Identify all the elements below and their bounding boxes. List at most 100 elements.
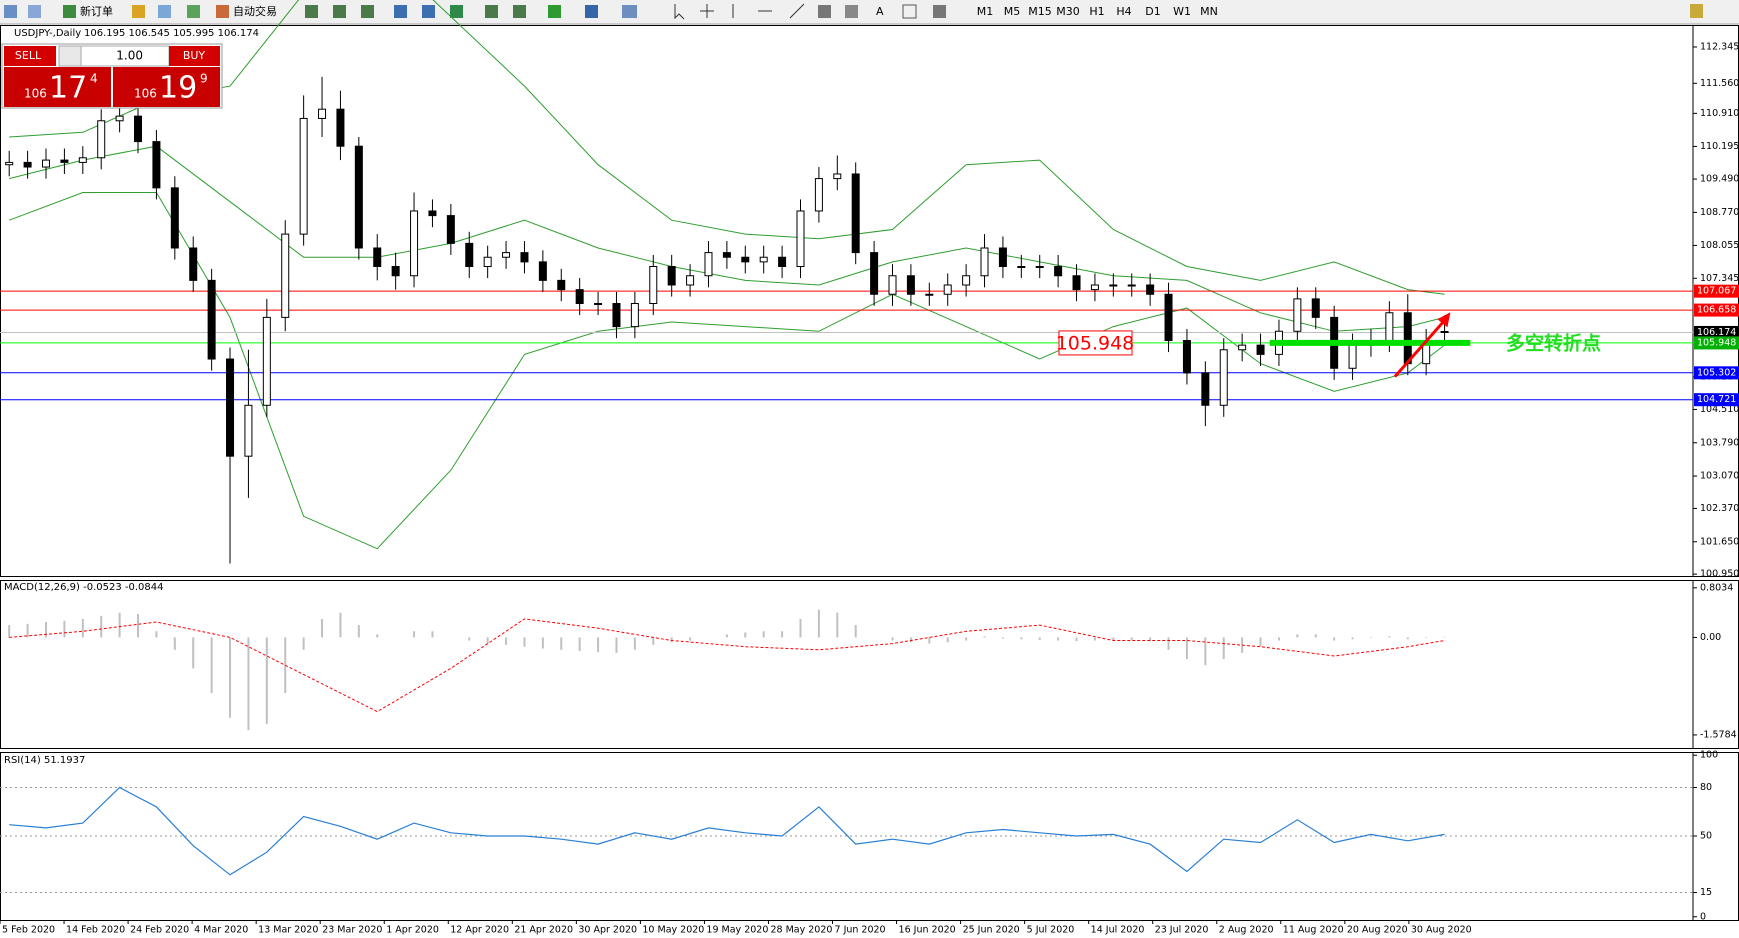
candle-body xyxy=(115,115,124,122)
icon[interactable] xyxy=(394,5,407,18)
y-tick-label: 101.650 xyxy=(1700,536,1739,547)
icon[interactable] xyxy=(845,5,858,18)
icon[interactable] xyxy=(333,5,346,18)
icon[interactable] xyxy=(305,5,318,18)
timeframe[interactable]: M1 xyxy=(977,5,994,18)
candle-body xyxy=(1440,330,1449,333)
candle-body xyxy=(60,159,69,163)
y-tick-label: 104.510 xyxy=(1700,404,1739,415)
sell-price-big: 17 xyxy=(49,71,87,106)
buy-price-prefix: 106 xyxy=(134,87,157,101)
icon[interactable] xyxy=(513,5,526,18)
x-tick-label: 28 May 2020 xyxy=(770,925,832,936)
candle-body xyxy=(575,289,584,305)
level-label: 107.067 xyxy=(1697,286,1736,297)
icon[interactable] xyxy=(132,5,145,18)
icon[interactable] xyxy=(422,5,435,18)
candle-body xyxy=(686,275,695,286)
candle-body xyxy=(42,159,51,168)
icon-text[interactable]: A xyxy=(876,5,884,18)
timeframe[interactable]: M30 xyxy=(1056,5,1080,18)
candle-body xyxy=(336,108,345,147)
icon[interactable] xyxy=(818,5,831,18)
sell-price-box[interactable] xyxy=(4,67,111,107)
icon[interactable] xyxy=(700,4,714,18)
candle-body xyxy=(1385,312,1394,342)
panel-frame xyxy=(0,580,1739,749)
icon[interactable] xyxy=(361,5,374,18)
buy-button[interactable] xyxy=(169,46,220,66)
candle-body xyxy=(833,173,842,180)
trade-panel: SELL BUY 1.00 106 17 4 106 19 9 xyxy=(1,43,223,109)
level-label: 106.658 xyxy=(1697,305,1736,316)
x-tick-label: 10 May 2020 xyxy=(642,925,704,936)
icon[interactable] xyxy=(732,3,805,19)
lots[interactable]: 1.00 xyxy=(116,49,143,63)
toolbar-icons: A xyxy=(4,3,1703,20)
icon[interactable] xyxy=(187,5,200,18)
lot-spinner[interactable] xyxy=(58,45,82,67)
y-tick-label: 111.560 xyxy=(1700,78,1739,89)
level-box xyxy=(1694,284,1739,298)
candle-body xyxy=(980,247,989,277)
timeframe[interactable]: H1 xyxy=(1089,5,1104,18)
candle-body xyxy=(704,252,713,277)
timeframe[interactable]: M5 xyxy=(1004,5,1021,18)
candle-body xyxy=(23,161,32,168)
icon[interactable] xyxy=(622,5,637,18)
candle-body xyxy=(391,265,400,277)
turning-point-note: 多空转折点 xyxy=(1506,331,1601,354)
icon[interactable] xyxy=(1690,4,1703,18)
y-tick-label: 0.00 xyxy=(1700,632,1721,643)
x-tick-label: 1 Apr 2020 xyxy=(386,925,439,936)
candle-body xyxy=(299,117,308,235)
arrow-head xyxy=(1437,312,1451,328)
level-tag-box xyxy=(1058,330,1133,356)
buy-label[interactable]: BUY xyxy=(183,49,206,62)
icon[interactable] xyxy=(902,4,917,19)
ohlc: 106.195 106.545 105.995 106.174 xyxy=(84,28,259,39)
timeframe[interactable]: H4 xyxy=(1116,5,1131,18)
sell-label[interactable]: SELL xyxy=(15,49,42,62)
symbol: USDJPY-,Daily xyxy=(14,28,81,39)
timeframe[interactable]: W1 xyxy=(1173,5,1191,18)
candle-body xyxy=(318,108,327,119)
icon[interactable] xyxy=(585,5,598,18)
icon[interactable] xyxy=(4,5,17,18)
icon[interactable] xyxy=(63,5,76,18)
auto-trading[interactable]: 自动交易 xyxy=(233,4,277,18)
candle-body xyxy=(778,256,787,267)
candle-body xyxy=(594,303,603,306)
level-label: 105.302 xyxy=(1697,367,1736,378)
new-order[interactable]: 新订单 xyxy=(80,4,113,18)
timeframe[interactable]: D1 xyxy=(1145,5,1160,18)
y-tick-label: 108.055 xyxy=(1700,240,1739,251)
icon[interactable] xyxy=(450,5,463,18)
candle-body xyxy=(1054,265,1063,277)
icon[interactable] xyxy=(674,4,685,20)
y-tick-label: 112.345 xyxy=(1700,41,1739,52)
candle-body xyxy=(612,303,621,328)
icon[interactable] xyxy=(28,5,41,18)
candle-body xyxy=(1127,284,1136,287)
sell-button[interactable] xyxy=(4,46,56,66)
candle-body xyxy=(446,215,455,244)
icon[interactable] xyxy=(548,5,561,18)
buy-price-box[interactable] xyxy=(113,67,220,107)
y-tick-label: 102.370 xyxy=(1700,503,1739,514)
icon[interactable] xyxy=(216,5,229,18)
bands xyxy=(9,0,1445,550)
panel-frame xyxy=(0,25,1739,577)
candle-body xyxy=(262,316,271,406)
level-tag: 105.948 xyxy=(1056,332,1135,354)
icon[interactable] xyxy=(933,5,946,18)
candle-body xyxy=(943,284,952,295)
candle-body xyxy=(888,275,897,295)
icon[interactable] xyxy=(485,5,498,18)
candle-body xyxy=(1090,284,1099,291)
timeframe[interactable]: MN xyxy=(1200,5,1218,18)
icon[interactable] xyxy=(158,5,171,18)
candle-body xyxy=(962,275,971,286)
timeframe[interactable]: M15 xyxy=(1028,5,1052,18)
x-tick-label: 25 Jun 2020 xyxy=(963,925,1020,936)
